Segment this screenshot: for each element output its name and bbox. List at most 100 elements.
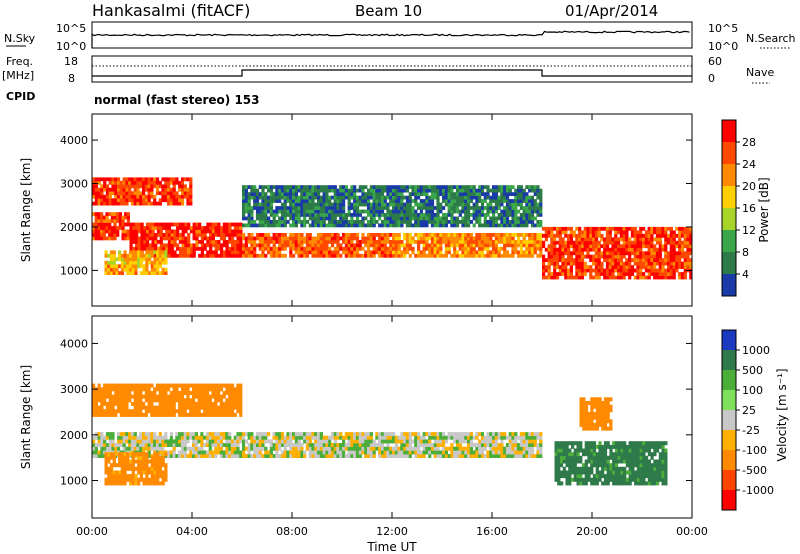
heatmap-cell xyxy=(419,435,423,440)
heatmap-cell xyxy=(611,240,615,245)
heatmap-cell xyxy=(503,454,507,458)
heatmap-cell xyxy=(158,435,162,440)
heatmap-cell xyxy=(497,185,501,189)
heatmap-cell xyxy=(508,236,512,241)
heatmap-cell xyxy=(278,246,282,251)
date-title: 01/Apr/2014 xyxy=(565,2,658,20)
heatmap-cell xyxy=(297,206,301,210)
heatmap-cell xyxy=(120,257,124,262)
heatmap-cell xyxy=(283,185,287,189)
heatmap-cell xyxy=(289,253,293,258)
heatmap-cell xyxy=(444,250,448,255)
heatmap-cell xyxy=(105,184,110,189)
heatmap-cell xyxy=(419,199,423,203)
heatmap-cell xyxy=(135,236,139,241)
heatmap-cell xyxy=(124,215,128,220)
heatmap-cell xyxy=(110,236,114,241)
heatmap-cell xyxy=(128,398,132,403)
heatmap-cell xyxy=(614,275,618,280)
heatmap-cell xyxy=(184,229,188,234)
heatmap-cell xyxy=(614,244,618,249)
heatmap-cell xyxy=(325,199,329,203)
heatmap-cell xyxy=(639,230,643,235)
heatmap-cell xyxy=(133,198,137,203)
heatmap-cell xyxy=(111,443,115,447)
heatmap-cell xyxy=(164,180,168,185)
heatmap-cell xyxy=(169,450,173,455)
heatmap-cell xyxy=(317,450,321,455)
heatmap-cell xyxy=(236,233,240,237)
heatmap-cell xyxy=(250,209,254,214)
heatmap-cell xyxy=(336,432,340,437)
heatmap-cell xyxy=(145,267,149,272)
heatmap-cell xyxy=(267,246,271,251)
heatmap-cell xyxy=(197,446,201,451)
heatmap-cell xyxy=(483,206,487,210)
heatmap-cell xyxy=(430,195,435,200)
heatmap-cell xyxy=(450,443,454,447)
heatmap-cell xyxy=(203,450,207,455)
heatmap-cell xyxy=(244,250,248,255)
heatmap-cell xyxy=(297,432,301,437)
heatmap-cell xyxy=(97,187,101,192)
heatmap-cell xyxy=(658,261,662,266)
heatmap-cell xyxy=(114,394,118,399)
heatmap-cell xyxy=(542,261,546,266)
heatmap-cell xyxy=(222,450,226,455)
heatmap-cell xyxy=(158,391,162,395)
heatmap-cell xyxy=(580,272,585,276)
heatmap-cell xyxy=(633,237,637,242)
heatmap-cell xyxy=(275,443,279,447)
heatmap-cell xyxy=(130,439,135,444)
heatmap-cell xyxy=(336,188,340,193)
heatmap-cell xyxy=(592,244,596,249)
heatmap-cell xyxy=(297,213,301,217)
heatmap-cell xyxy=(137,455,141,460)
heatmap-cell xyxy=(614,247,618,252)
heatmap-cell xyxy=(364,195,368,200)
heatmap-cell xyxy=(150,474,154,479)
heatmap-cell xyxy=(105,236,109,241)
heatmap-cell xyxy=(533,206,537,210)
heatmap-cell xyxy=(525,206,529,210)
heatmap-cell xyxy=(650,265,654,269)
heatmap-cell xyxy=(214,240,218,244)
heatmap-cell xyxy=(137,257,141,262)
heatmap-cell xyxy=(111,191,115,196)
heatmap-cell xyxy=(292,209,296,214)
heatmap-cell xyxy=(118,452,122,457)
heatmap-cell xyxy=(689,275,693,280)
heatmap-cell xyxy=(322,454,326,458)
heatmap-cell xyxy=(319,195,323,200)
heatmap-cell xyxy=(494,223,498,228)
heatmap-cell xyxy=(636,268,640,273)
heatmap-cell xyxy=(247,250,251,255)
heatmap-cell xyxy=(475,450,479,455)
heatmap-cell xyxy=(353,202,357,207)
heatmap-cell xyxy=(123,455,127,460)
heatmap-cell xyxy=(308,454,312,458)
heatmap-cell xyxy=(422,240,426,244)
heatmap-cell xyxy=(217,394,221,399)
heatmap-cell xyxy=(305,236,310,241)
heatmap-cell xyxy=(214,443,218,447)
heatmap-cell xyxy=(450,188,454,193)
heatmap-cell xyxy=(145,264,149,269)
heatmap-cell xyxy=(145,477,149,482)
heatmap-cell xyxy=(142,463,146,468)
heatmap-cell xyxy=(350,435,354,440)
heatmap-cell xyxy=(239,222,243,227)
heatmap-cell xyxy=(233,439,237,444)
heatmap-cell xyxy=(567,237,571,242)
heatmap-cell xyxy=(592,268,596,273)
heatmap-cell xyxy=(405,206,410,210)
heatmap-cell xyxy=(129,477,133,482)
heatmap-cell xyxy=(569,258,573,262)
heatmap-cell xyxy=(536,450,540,455)
heatmap-cell xyxy=(369,195,373,200)
heatmap-cell xyxy=(644,237,648,242)
heatmap-cell xyxy=(392,195,396,200)
heatmap-cell xyxy=(280,206,285,210)
heatmap-cell xyxy=(364,450,368,455)
heatmap-cell xyxy=(394,435,398,440)
